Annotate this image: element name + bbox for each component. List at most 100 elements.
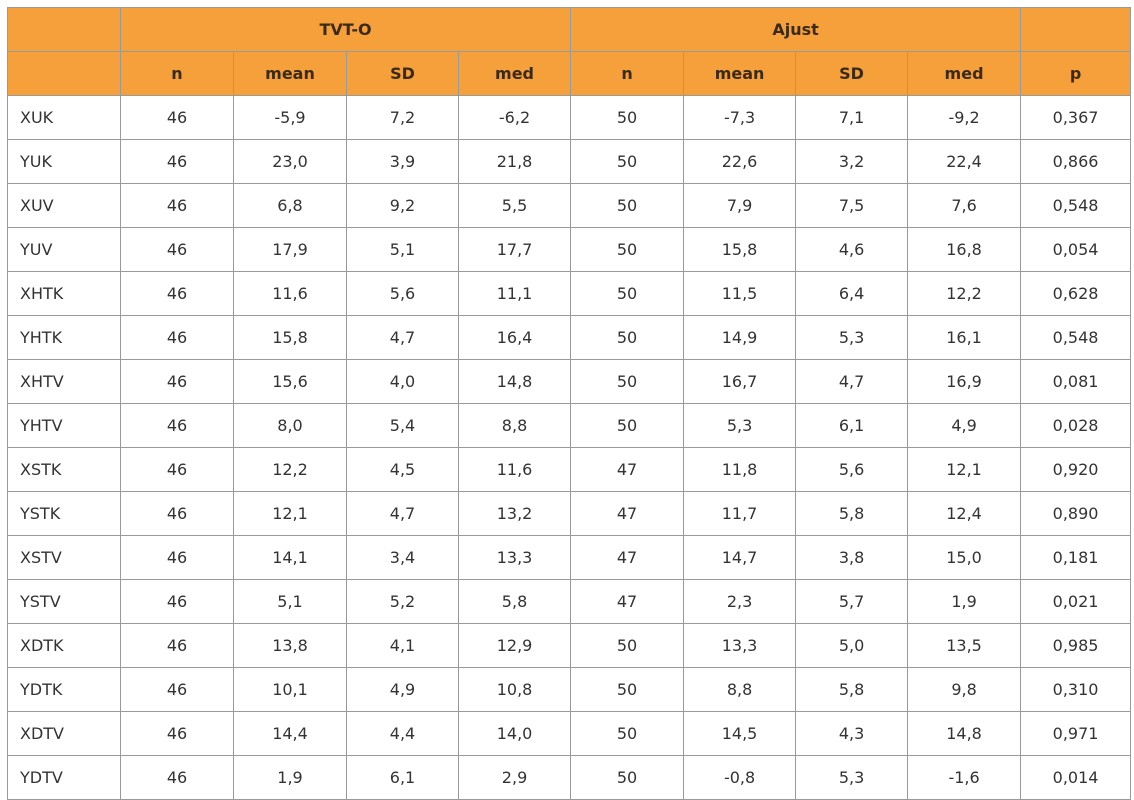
cell: 47 <box>570 447 685 492</box>
cell: 0,181 <box>1020 535 1132 580</box>
cell: 47 <box>570 579 685 624</box>
cell: 15,8 <box>233 315 347 360</box>
table-row: XHTV 46 15,6 4,0 14,8 50 16,7 4,7 16,9 0,081 <box>7 359 1132 404</box>
cell: 50 <box>570 403 685 448</box>
table-row: XDTV 46 14,4 4,4 14,0 50 14,5 4,3 14,8 0,971 <box>7 711 1132 756</box>
cell: 12,9 <box>457 623 572 668</box>
cell: 6,8 <box>233 183 347 228</box>
cell: 5,0 <box>795 623 909 668</box>
table-row: XDTK 46 13,8 4,1 12,9 50 13,3 5,0 13,5 0,985 <box>7 623 1132 668</box>
table-body: XUK 46 -5,9 7,2 -6,2 50 -7,3 7,1 -9,2 0,367 YUK 46 2… <box>7 95 1132 800</box>
cell: 16,1 <box>907 315 1022 360</box>
cell: 46 <box>120 271 234 316</box>
column-header: mean <box>683 51 797 96</box>
cell: 22,4 <box>907 139 1022 184</box>
cell: 7,6 <box>907 183 1022 228</box>
row-label: YDTK <box>7 667 121 712</box>
row-label: YSTK <box>7 491 121 536</box>
table-row: YSTK 46 12,1 4,7 13,2 47 11,7 5,8 12,4 0,890 <box>7 491 1132 536</box>
cell: 46 <box>120 579 234 624</box>
cell: 4,7 <box>346 315 459 360</box>
cell: 16,7 <box>683 359 797 404</box>
column-row: n mean SD med n mean SD med p <box>7 51 1132 96</box>
cell: 14,8 <box>457 359 572 404</box>
cell: 9,2 <box>346 183 459 228</box>
cell: 15,0 <box>907 535 1022 580</box>
cell: 4,1 <box>346 623 459 668</box>
cell: 4,7 <box>795 359 909 404</box>
cell: 12,1 <box>233 491 347 536</box>
table-head: TVT-O Ajust n mean SD med n mean SD med p <box>7 7 1132 96</box>
cell: 4,3 <box>795 711 909 756</box>
cell: 21,8 <box>457 139 572 184</box>
cell: 16,9 <box>907 359 1022 404</box>
cell: 0,014 <box>1020 755 1132 800</box>
cell: 13,3 <box>457 535 572 580</box>
table-row: XSTV 46 14,1 3,4 13,3 47 14,7 3,8 15,0 0,181 <box>7 535 1132 580</box>
cell: 46 <box>120 315 234 360</box>
cell: 0,367 <box>1020 95 1132 140</box>
cell: 11,6 <box>233 271 347 316</box>
cell: 5,7 <box>795 579 909 624</box>
cell: 11,5 <box>683 271 797 316</box>
table-row: XUK 46 -5,9 7,2 -6,2 50 -7,3 7,1 -9,2 0,367 <box>7 95 1132 140</box>
cell: 5,6 <box>795 447 909 492</box>
table-row: YHTK 46 15,8 4,7 16,4 50 14,9 5,3 16,1 0,548 <box>7 315 1132 360</box>
cell: 0,310 <box>1020 667 1132 712</box>
cell: 46 <box>120 667 234 712</box>
cell: 47 <box>570 491 685 536</box>
cell: 0,548 <box>1020 315 1132 360</box>
cell: 5,3 <box>795 755 909 800</box>
cell: 6,4 <box>795 271 909 316</box>
cell: 0,866 <box>1020 139 1132 184</box>
cell: 4,9 <box>346 667 459 712</box>
cell: 11,6 <box>457 447 572 492</box>
cell: 4,5 <box>346 447 459 492</box>
cell: 0,548 <box>1020 183 1132 228</box>
cell: 50 <box>570 755 685 800</box>
cell: 0,021 <box>1020 579 1132 624</box>
cell: 11,1 <box>457 271 572 316</box>
column-header: mean <box>233 51 347 96</box>
cell: -1,6 <box>907 755 1022 800</box>
row-label: YHTV <box>7 403 121 448</box>
cell: 0,028 <box>1020 403 1132 448</box>
row-label: YSTV <box>7 579 121 624</box>
table-row: XUV 46 6,8 9,2 5,5 50 7,9 7,5 7,6 0,548 <box>7 183 1132 228</box>
cell: 6,1 <box>346 755 459 800</box>
cell: 5,8 <box>795 491 909 536</box>
cell: 13,5 <box>907 623 1022 668</box>
cell: 1,9 <box>907 579 1022 624</box>
cell: 16,8 <box>907 227 1022 272</box>
cell: 3,9 <box>346 139 459 184</box>
cell: 46 <box>120 227 234 272</box>
cell: 23,0 <box>233 139 347 184</box>
data-table: TVT-O Ajust n mean SD med n mean SD med p XUK 46-… <box>7 7 1132 800</box>
cell: 46 <box>120 359 234 404</box>
cell: 14,7 <box>683 535 797 580</box>
row-label: XDTK <box>7 623 121 668</box>
cell: -7,3 <box>683 95 797 140</box>
table-row: YHTV 46 8,0 5,4 8,8 50 5,3 6,1 4,9 0,028 <box>7 403 1132 448</box>
row-label: XSTV <box>7 535 121 580</box>
group-header: Ajust <box>570 7 1022 52</box>
cell: 46 <box>120 755 234 800</box>
cell: 0,920 <box>1020 447 1132 492</box>
column-header: n <box>120 51 234 96</box>
cell: 11,8 <box>683 447 797 492</box>
cell: 50 <box>570 711 685 756</box>
cell: 46 <box>120 139 234 184</box>
column-header: med <box>907 51 1022 96</box>
group-header: TVT-O <box>119 7 572 52</box>
cell: 50 <box>570 95 685 140</box>
cell: 4,4 <box>346 711 459 756</box>
row-label: YUV <box>7 227 121 272</box>
cell: 5,8 <box>795 667 909 712</box>
cell: 4,7 <box>346 491 459 536</box>
cell: 14,0 <box>457 711 572 756</box>
cell: 5,3 <box>795 315 909 360</box>
cell: 7,9 <box>683 183 797 228</box>
cell: -6,2 <box>457 95 572 140</box>
cell: 16,4 <box>457 315 572 360</box>
column-header: n <box>570 51 685 96</box>
